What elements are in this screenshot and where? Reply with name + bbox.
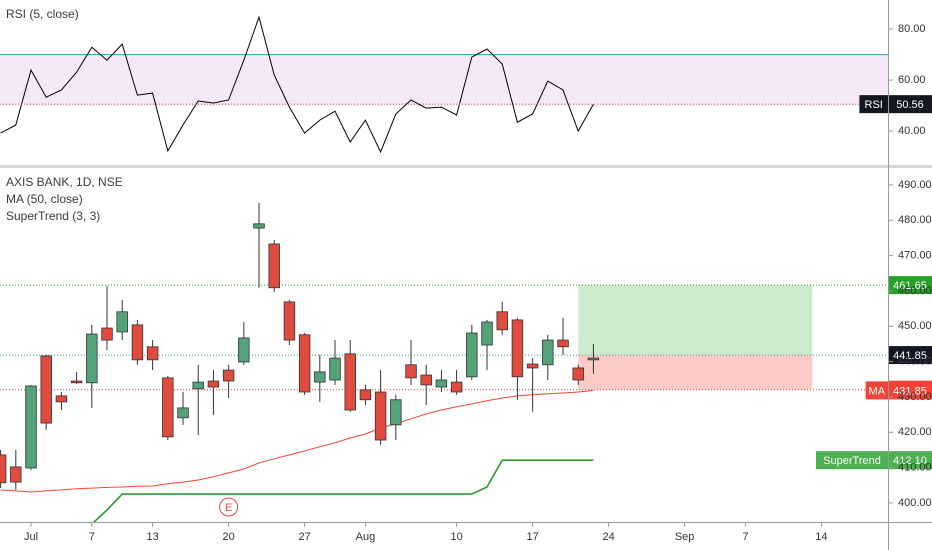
x-tick-label: 7 — [742, 531, 748, 543]
event-marker — [219, 497, 239, 517]
candle-body — [542, 339, 554, 366]
price-badge — [889, 451, 932, 470]
series-line — [0, 15, 594, 154]
y-tick-label: 480.00 — [898, 214, 932, 226]
price-badge — [889, 95, 932, 114]
candle-body — [162, 377, 174, 438]
y-tick-label: 420.00 — [898, 426, 932, 438]
x-tick-label: 7 — [89, 531, 95, 543]
candle-body — [55, 395, 68, 403]
y-tick-label: 430.00 — [898, 391, 932, 403]
candle-body — [177, 407, 189, 419]
candle-body — [496, 311, 508, 331]
candle-body — [192, 381, 204, 390]
chart-title: RSI (5, close) — [6, 7, 79, 21]
candle-body — [222, 369, 235, 382]
candle-body — [344, 353, 356, 411]
candle-body — [10, 466, 22, 483]
candle-body — [116, 311, 128, 333]
chart-title: AXIS BANK, 1D, NSE — [6, 175, 123, 189]
candle-body — [25, 385, 37, 469]
series-name-label: RSI — [865, 99, 883, 111]
x-tick-label: 10 — [450, 531, 462, 543]
candle-body — [572, 367, 584, 381]
y-tick-label: 400.00 — [898, 497, 932, 509]
price-badge-label: 441.85 — [893, 350, 927, 362]
x-tick-label: 17 — [526, 531, 538, 543]
y-tick-label: 440.00 — [898, 356, 932, 368]
candle-body — [435, 379, 448, 388]
candle-body — [253, 223, 265, 229]
price-badge-label: 431.85 — [893, 385, 927, 397]
candle-body — [359, 389, 372, 401]
y-tick-label: 40.00 — [898, 125, 926, 137]
legend-entry: SuperTrend (3, 3) — [6, 209, 100, 223]
candle-body — [557, 339, 569, 348]
y-tick-label: 490.00 — [898, 179, 932, 191]
pane: E — [0, 202, 888, 522]
candle-body — [86, 333, 98, 384]
x-tick-label: 20 — [222, 531, 234, 543]
candle-body — [526, 363, 539, 369]
y-tick-label: 450.00 — [898, 320, 932, 332]
rsi-band — [0, 54, 888, 106]
y-tick-label: 410.00 — [898, 461, 932, 473]
x-tick-label: Sep — [675, 531, 695, 543]
legend-entry: MA (50, close) — [6, 192, 83, 206]
candle-body — [70, 380, 83, 384]
candle-body — [450, 381, 463, 393]
series-line — [0, 389, 594, 493]
pane-overlay: 461.65441.85432.05431.85MA412.10SuperTre… — [6, 175, 932, 470]
stop-zone — [578, 354, 813, 390]
candle-body — [420, 374, 432, 386]
y-tick-label: 470.00 — [898, 250, 932, 262]
y-tick-label: 460.00 — [898, 285, 932, 297]
series-line — [92, 459, 594, 522]
candle-body — [314, 371, 326, 383]
series-name-badge — [859, 95, 888, 114]
price-badge-label: 461.65 — [893, 280, 927, 292]
series-name-badge — [816, 451, 888, 470]
candle-body — [146, 346, 159, 361]
x-tick-label: 24 — [602, 531, 614, 543]
price-badge-label: 412.10 — [893, 455, 927, 467]
x-tick-label: 14 — [815, 531, 827, 543]
candle-body — [283, 301, 296, 341]
x-tick-label: Jul — [24, 531, 38, 543]
x-tick-label: Aug — [356, 531, 376, 543]
x-tick-label: 27 — [298, 531, 310, 543]
candle-body — [466, 332, 478, 378]
series-name-label: SuperTrend — [823, 455, 881, 467]
event-label: E — [225, 502, 232, 514]
candle-body — [238, 337, 250, 363]
candle-body — [268, 243, 280, 289]
candle-body — [511, 319, 524, 378]
candle-body — [329, 357, 341, 381]
price-badge — [889, 276, 932, 295]
price-badge — [889, 346, 932, 365]
candle-body — [0, 454, 7, 484]
candle-body — [40, 355, 52, 424]
pane-overlay: 50.56 RSI RSI (5, close) — [6, 7, 932, 114]
pane — [0, 15, 888, 154]
candle-body — [131, 324, 144, 361]
price-badge — [889, 381, 932, 400]
target-zone — [578, 285, 813, 355]
y-tick-label: 60.00 — [898, 74, 926, 86]
y-tick-label: 80.00 — [898, 23, 926, 35]
series-name-badge — [865, 381, 888, 400]
x-tick-label: 13 — [146, 531, 158, 543]
candle-body — [298, 334, 311, 393]
price-badge-label: 50.56 — [896, 99, 924, 111]
candle-body — [481, 321, 493, 346]
candle-body — [374, 391, 387, 441]
candle-body — [405, 364, 417, 379]
series-name-label: MA — [869, 385, 886, 397]
candle-body — [207, 380, 220, 388]
candle-body — [390, 399, 402, 426]
candle-body — [587, 357, 600, 361]
candle-body — [101, 327, 113, 341]
